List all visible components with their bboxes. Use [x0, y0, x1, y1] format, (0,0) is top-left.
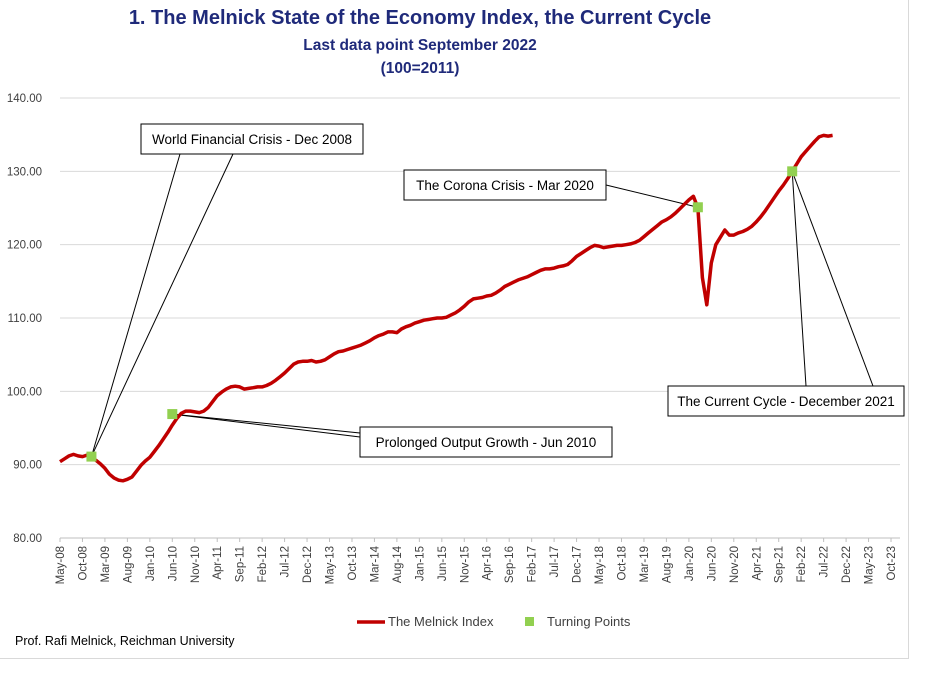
x-tick-label: Aug-19 [661, 546, 673, 583]
y-tick-label: 100.00 [7, 386, 42, 398]
x-tick-label: Jan-15 [414, 546, 426, 581]
annotations: World Financial Crisis - Dec 2008 Prolong… [140, 123, 905, 458]
footer-credit: Prof. Rafi Melnick, Reichman University [15, 634, 235, 648]
x-tick-label: Oct-23 [886, 546, 898, 581]
x-tick-label: Sep-11 [235, 546, 247, 582]
x-tick-label: Jun-15 [437, 546, 449, 581]
x-tick-label: Nov-10 [190, 546, 202, 583]
y-tick-label: 120.00 [7, 240, 42, 252]
x-tick-label: Oct-08 [77, 546, 89, 581]
x-tick-label: Feb-17 [527, 546, 539, 582]
annotation-box [359, 426, 613, 458]
turning-point-marker [692, 202, 703, 213]
x-tick-label: Jun-20 [706, 546, 718, 581]
legend-series-turning-points: Turning Points [547, 614, 631, 629]
series-line-melnick-index [59, 133, 833, 483]
plot-area [59, 133, 833, 483]
x-axis: May-08 Oct-08 Mar-09 Aug-09 Jan-10 Jun-10 Nov-… [55, 538, 898, 584]
x-tick-label: Jul-12 [280, 546, 292, 577]
x-tick-label: Nov-15 [459, 546, 471, 583]
grid [60, 97, 900, 539]
chart-frame [0, 0, 909, 659]
annotation-leader [90, 153, 234, 457]
x-tick-label: Oct-13 [347, 546, 359, 581]
annotation-box [140, 123, 364, 155]
y-tick-label: 110.00 [8, 313, 42, 325]
annotation-leader [172, 413, 361, 434]
annotation-leader [791, 171, 874, 387]
x-tick-label: Jul-17 [549, 546, 561, 577]
x-tick-label: Apr-21 [751, 546, 763, 581]
turning-point-marker [167, 409, 178, 420]
chart-subtitle: Last data point September 2022 [303, 37, 536, 54]
turning-point-marker [787, 166, 798, 177]
x-tick-label: Jun-10 [167, 546, 179, 581]
annotation-leaders [90, 153, 874, 457]
x-tick-label: Dec-17 [572, 546, 584, 583]
y-tick-label: 90.00 [13, 460, 42, 472]
x-tick-label: Apr-11 [212, 546, 224, 580]
x-tick-label: Dec-12 [302, 546, 314, 583]
turning-point-marker [86, 451, 97, 462]
legend-series-index: The Melnick Index [388, 614, 494, 629]
x-tick-label: Sep-16 [504, 546, 516, 583]
legend: The Melnick Index Turning Points [357, 614, 631, 629]
x-tick-label: Feb-22 [796, 546, 808, 582]
x-tick-label: Sep-21 [774, 546, 786, 583]
x-tick-label: Nov-20 [729, 546, 741, 583]
x-tick-label: Apr-16 [482, 546, 494, 581]
chart-base-note: (100=2011) [381, 60, 460, 77]
y-tick-label: 80.00 [13, 533, 42, 545]
annotation-leader [90, 153, 181, 457]
annotation-label: Prolonged Output Growth - Jun 2010 [376, 435, 597, 450]
annotation-leader [791, 171, 807, 387]
x-tick-label: Dec-22 [841, 546, 853, 583]
x-tick-label: Jul-22 [819, 546, 831, 577]
x-tick-label: May-08 [55, 546, 67, 584]
y-axis: 80.00 90.00 100.00 110.00 120.00 130.00 140.00 [7, 93, 42, 545]
y-tick-label: 130.00 [7, 166, 42, 178]
annotation-label: World Financial Crisis - Dec 2008 [152, 132, 352, 147]
annotation-box [403, 169, 607, 201]
x-tick-label: Aug-14 [392, 545, 404, 583]
x-tick-label: Mar-09 [100, 546, 112, 582]
annotation-label: The Corona Crisis - Mar 2020 [416, 178, 594, 193]
x-tick-label: May-13 [325, 546, 337, 584]
y-tick-label: 140.00 [7, 93, 42, 105]
annotation-leader [172, 413, 361, 438]
legend-square-marker [525, 617, 534, 626]
annotation-leader [605, 184, 698, 208]
x-tick-label: Mar-19 [639, 546, 651, 582]
x-tick-label: Jan-10 [145, 546, 157, 581]
annotation-box [667, 385, 905, 417]
x-tick-label: Feb-12 [257, 546, 269, 582]
chart-title: 1. The Melnick State of the Economy Inde… [129, 7, 711, 29]
x-tick-label: May-18 [594, 546, 606, 584]
x-tick-label: Jan-20 [684, 546, 696, 581]
x-tick-label: Mar-14 [369, 545, 381, 582]
annotation-label: The Current Cycle - December 2021 [677, 394, 895, 409]
x-tick-label: May-23 [864, 546, 876, 584]
x-tick-label: Oct-18 [616, 546, 628, 581]
x-tick-label: Aug-09 [122, 546, 134, 583]
